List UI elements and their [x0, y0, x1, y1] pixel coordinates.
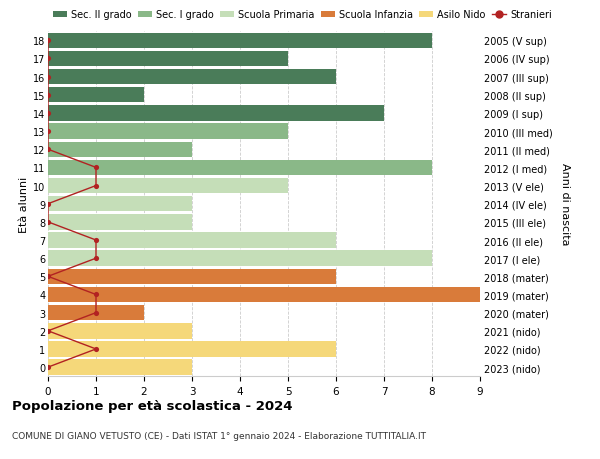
Bar: [48, 34, 432, 49]
Bar: [48, 287, 480, 302]
Point: [43, 128, 53, 135]
Bar: [48, 160, 432, 176]
Bar: [48, 124, 288, 140]
Point: [43, 218, 53, 226]
Point: [91, 164, 101, 172]
Point: [43, 110, 53, 118]
Text: COMUNE DI GIANO VETUSTO (CE) - Dati ISTAT 1° gennaio 2024 - Elaborazione TUTTITA: COMUNE DI GIANO VETUSTO (CE) - Dati ISTA…: [12, 431, 426, 441]
Bar: [48, 305, 144, 321]
Point: [43, 273, 53, 280]
Point: [91, 237, 101, 244]
Point: [43, 92, 53, 99]
Point: [91, 291, 101, 298]
Point: [91, 255, 101, 262]
Point: [43, 201, 53, 208]
Bar: [48, 70, 336, 85]
Bar: [48, 324, 192, 339]
Y-axis label: Età alunni: Età alunni: [19, 176, 29, 232]
Bar: [48, 359, 192, 375]
Bar: [48, 142, 192, 157]
Point: [43, 146, 53, 154]
Text: Popolazione per età scolastica - 2024: Popolazione per età scolastica - 2024: [12, 399, 293, 412]
Bar: [48, 196, 192, 212]
Point: [43, 56, 53, 63]
Legend: Sec. II grado, Sec. I grado, Scuola Primaria, Scuola Infanzia, Asilo Nido, Stran: Sec. II grado, Sec. I grado, Scuola Prim…: [53, 11, 552, 20]
Point: [91, 309, 101, 317]
Bar: [48, 341, 336, 357]
Bar: [48, 215, 192, 230]
Point: [43, 364, 53, 371]
Point: [43, 327, 53, 335]
Bar: [48, 179, 288, 194]
Bar: [48, 233, 336, 248]
Bar: [48, 51, 288, 67]
Point: [91, 183, 101, 190]
Point: [43, 74, 53, 81]
Bar: [48, 269, 336, 285]
Bar: [48, 88, 144, 103]
Bar: [48, 251, 432, 266]
Bar: [48, 106, 384, 121]
Point: [91, 346, 101, 353]
Point: [43, 38, 53, 45]
Y-axis label: Anni di nascita: Anni di nascita: [560, 163, 570, 246]
